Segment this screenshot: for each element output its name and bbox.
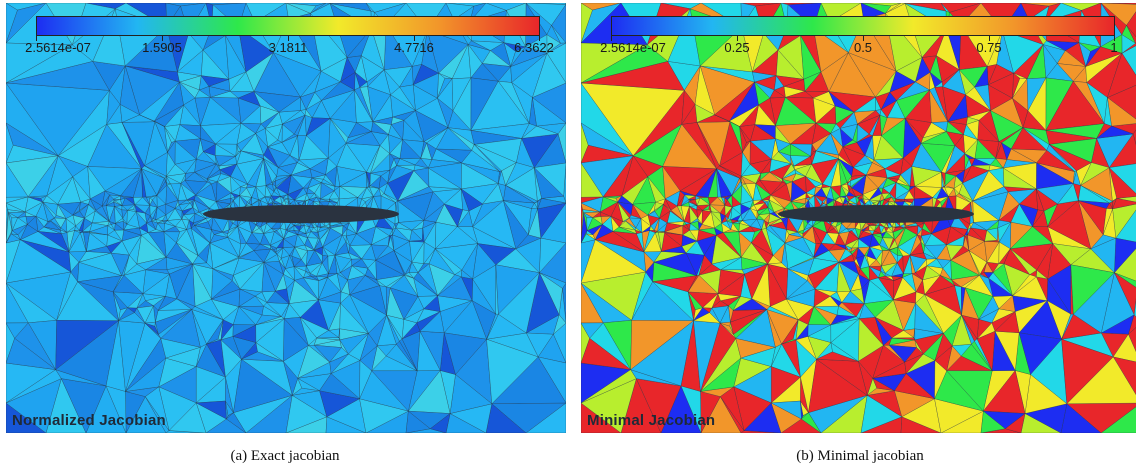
colorbar-tick: [611, 36, 612, 41]
panel-minimal-jacobian: 2.5614e-07 0.25 0.5 0.75 1 Minimal Jacob…: [581, 3, 1136, 433]
colorbar-tick: [539, 36, 540, 41]
panel-exact-jacobian: 2.5614e-07 1.5905 3.1811 4.7716 6.3622 N…: [6, 3, 566, 433]
overlay-label: Normalized Jacobian: [12, 412, 166, 429]
colorbar-tick-label: 0.75: [976, 40, 1002, 55]
colorbar-tick-label: 1.5905: [142, 40, 182, 55]
colorbar-tick: [989, 36, 990, 41]
colorbar: [611, 16, 1115, 36]
colorbar-tick-label: 1: [1110, 40, 1118, 55]
colorbar-tick: [737, 36, 738, 41]
figure-caption: (b) Minimal jacobian: [796, 448, 924, 464]
colorbar-tick: [863, 36, 864, 41]
overlay-label: Minimal Jacobian: [587, 412, 716, 429]
colorbar-tick: [1114, 36, 1115, 41]
colorbar-tick: [36, 36, 37, 41]
colorbar-tick-label: 3.1811: [268, 40, 308, 55]
mesh-visualization-minimal: [581, 3, 1136, 433]
mesh-visualization-normalized: [6, 3, 566, 433]
body-shape: [203, 205, 399, 223]
colorbar-tick-label: 2.5614e-07: [25, 40, 91, 55]
colorbar-tick-label: 4.7716: [394, 40, 434, 55]
colorbar-tick-label: 2.5614e-07: [600, 40, 666, 55]
colorbar-tick: [162, 36, 163, 41]
colorbar-tick-label: 0.25: [724, 40, 750, 55]
body-shape: [778, 205, 974, 223]
colorbar-tick: [414, 36, 415, 41]
colorbar-tick: [288, 36, 289, 41]
colorbar-tick-label: 6.3622: [514, 40, 554, 55]
figure-caption: (a) Exact jacobian: [230, 448, 340, 464]
colorbar-tick-label: 0.5: [853, 40, 873, 55]
colorbar: [36, 16, 540, 36]
